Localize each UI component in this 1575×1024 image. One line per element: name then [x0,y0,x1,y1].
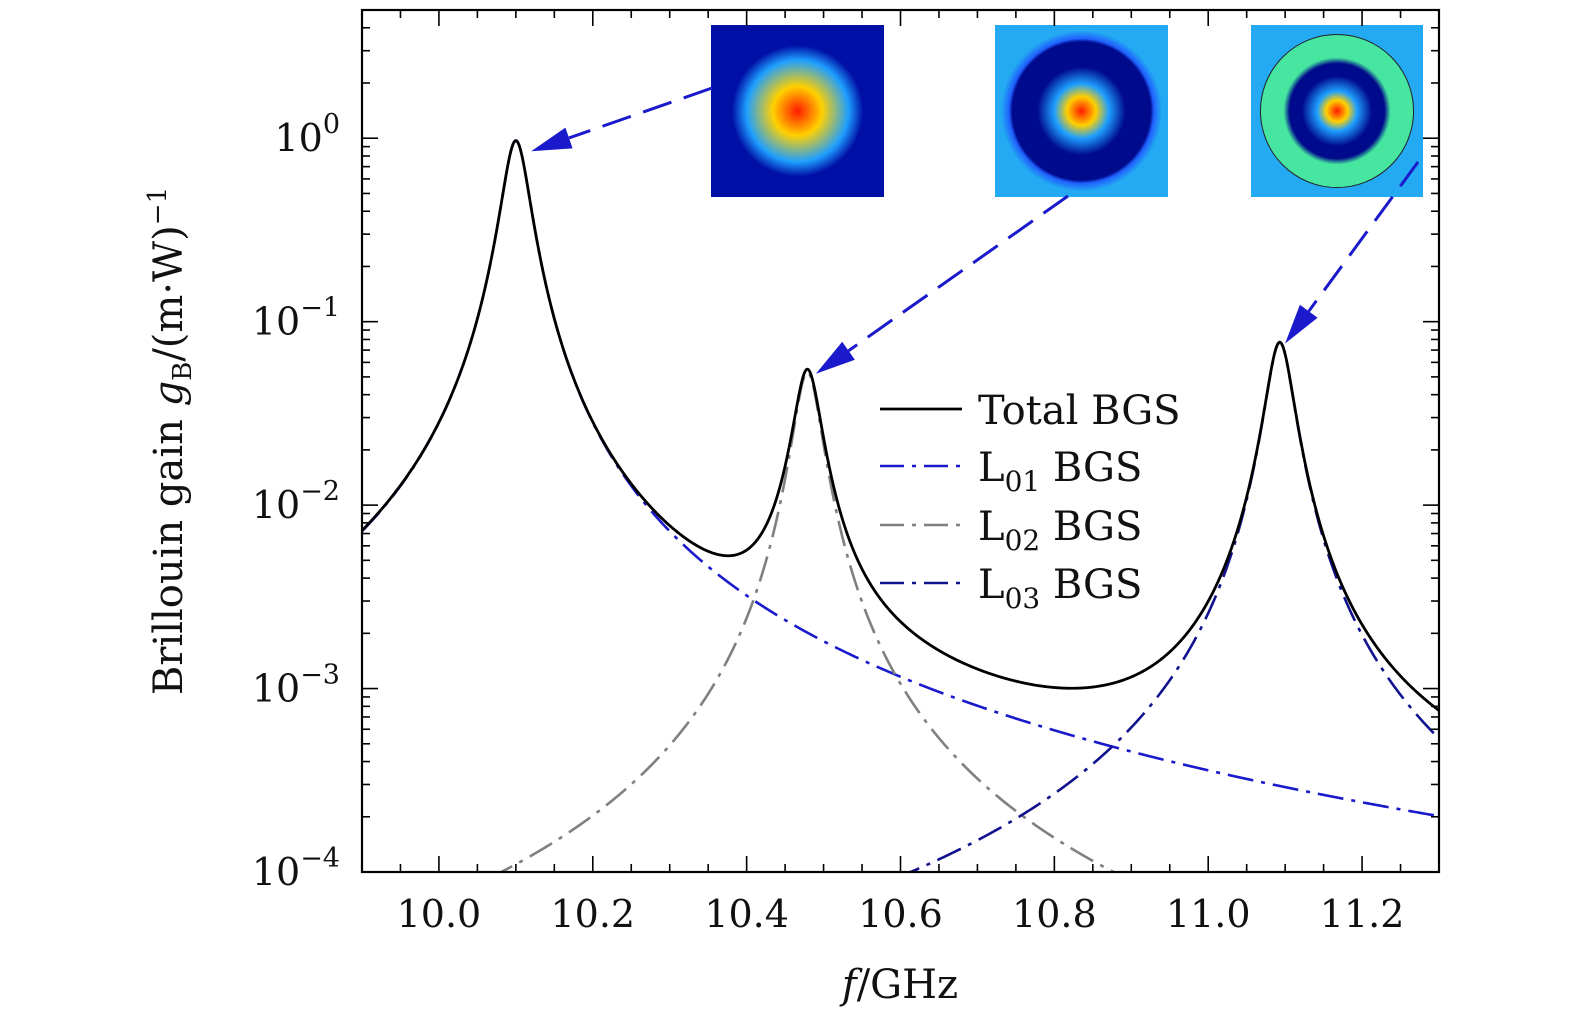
legend-label: Total BGS [978,388,1181,434]
x-tick-label: 11.0 [1166,892,1251,936]
curves [362,139,1439,872]
x-tick-label: 11.2 [1320,892,1405,936]
arrow-head [1285,304,1318,344]
y-tick-label: 10−4 [252,843,340,894]
y-tick-label: 100 [274,109,340,160]
series-line [362,139,1439,818]
y-tick-label: 10−3 [252,660,340,711]
arrow-line [568,86,713,140]
y-tick-label: 10−1 [252,293,340,344]
inset-mode-field [715,28,880,194]
x-tick-label: 10.6 [858,892,943,936]
inset-mode-field [1260,34,1414,188]
arrow-head [815,341,855,374]
x-tick-label: 10.2 [550,892,635,936]
x-tick-label: 10.0 [397,892,482,936]
series-line-total [362,139,1439,712]
x-tick-label: 10.4 [704,892,789,936]
inset-mode-field [1001,30,1162,192]
mode-field-insets [711,25,1423,197]
y-tick-label: 10−2 [252,476,340,527]
x-tick-label: 10.8 [1012,892,1097,936]
y-axis-title: Brillouin gain gB/(m·W)−1 [143,187,198,695]
x-axis-title: f/GHz [839,962,958,1008]
series-line [498,370,1117,872]
arrow-line [847,194,1069,352]
legend-label: L03 BGS [978,562,1142,615]
tick-labels: 10.0 10.2 10.4 10.6 10.8 11.0 11.2 100 10−1 10−2 1… [252,109,1405,936]
arrow-line [1307,161,1420,313]
legend-label: L02 BGS [978,504,1142,557]
arrow-head [531,127,573,152]
arrows [531,86,1420,374]
axis-ticks [361,9,1440,873]
inset-boundary [1259,33,1415,189]
legend-label: L01 BGS [978,445,1142,498]
